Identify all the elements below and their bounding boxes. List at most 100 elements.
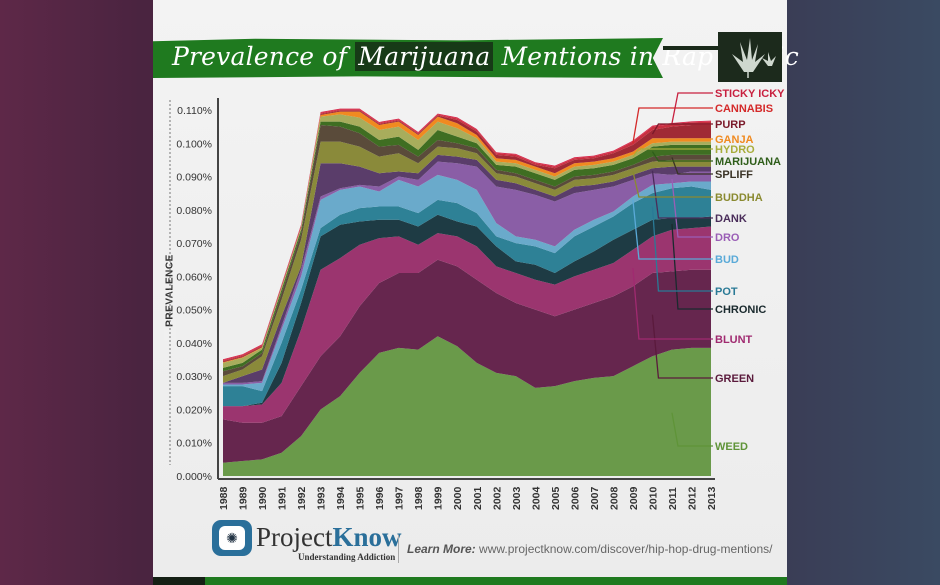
title-part: Prevalence of <box>172 42 356 71</box>
x-tick-label: 2006 <box>569 486 581 510</box>
area-green <box>223 259 711 463</box>
x-tick-label: 1993 <box>316 486 328 510</box>
legend-label-cannabis: CANNABIS <box>715 103 773 115</box>
legend-leader-line <box>651 206 713 292</box>
x-tick-label: 1988 <box>218 486 230 510</box>
legend-leader-line <box>651 123 713 135</box>
legend-label-dro: DRO <box>715 232 740 244</box>
y-tick-label: 0.070% <box>176 238 212 250</box>
x-tick-label: 2005 <box>550 486 562 510</box>
x-tick-label: 2003 <box>511 486 523 510</box>
x-tick-label: 1999 <box>433 486 445 510</box>
legend-leader-line <box>671 412 713 447</box>
y-tick-label: 0.020% <box>176 404 212 416</box>
x-tick-label: 1995 <box>355 486 367 510</box>
legend-label-purp: PURP <box>715 119 746 131</box>
y-tick-label: 0.040% <box>176 338 212 350</box>
y-tick-label: 0.090% <box>176 172 212 184</box>
legend-label-chronic: CHRONIC <box>715 304 766 316</box>
logo-badge: ✺ <box>212 520 252 556</box>
area-chronic <box>223 214 711 407</box>
y-tick-label: 0.060% <box>176 271 212 283</box>
legend-label-weed: WEED <box>715 441 748 453</box>
y-tick-label: 0.080% <box>176 205 212 217</box>
legend-label-hydro: HYDRO <box>715 144 755 156</box>
x-tick-label: 2004 <box>530 486 542 510</box>
logo-name: ProjectKnow <box>256 522 402 553</box>
x-tick-label: 1992 <box>296 486 308 510</box>
area-marijuana <box>223 121 711 372</box>
legend-leader-line <box>651 314 713 379</box>
footer-divider <box>398 535 399 563</box>
legend-label-buddha: BUDDHA <box>715 192 763 204</box>
legend-label-blunt: BLUNT <box>715 334 753 346</box>
learn-more-url[interactable]: www.projectknow.com/discover/hip-hop-dru… <box>479 542 773 556</box>
area-blunt <box>223 226 711 423</box>
y-tick-label: 0.110% <box>177 105 212 117</box>
banner-rule <box>663 46 723 50</box>
logo-tagline: Understanding Addiction <box>298 552 396 562</box>
y-tick-label: 0.030% <box>176 371 212 383</box>
legend-leader-line <box>671 92 713 124</box>
area-layers <box>223 108 711 476</box>
x-tick-label: 1989 <box>238 486 250 510</box>
x-tick-label: 2012 <box>686 486 698 510</box>
legend-label-bud: BUD <box>715 254 739 266</box>
brain-icon: ✺ <box>219 526 245 550</box>
area-purp <box>223 110 711 363</box>
legend-label-marijuana: MARIJUANA <box>715 156 781 168</box>
x-tick-label: 1996 <box>374 486 386 510</box>
legend-label-dank: DANK <box>715 213 747 225</box>
cannabis-leaf-icon <box>718 32 782 82</box>
legend-leader-line <box>632 171 713 198</box>
y-tick-label: 0.010% <box>176 438 212 450</box>
area-bud <box>223 174 711 392</box>
learn-more: Learn More: www.projectknow.com/discover… <box>407 542 773 556</box>
area-dro <box>223 161 711 385</box>
legend-leader-line <box>651 170 713 219</box>
legend-label-sticky-icky: STICKY ICKY <box>715 88 785 100</box>
projectknow-logo[interactable]: ✺ ProjectKnow Understanding Addiction <box>212 520 402 562</box>
legend-leader-line <box>632 148 713 157</box>
brand-part: Project <box>256 522 333 552</box>
legend-leader-line <box>671 223 713 310</box>
x-tick-label: 1994 <box>335 486 347 510</box>
legend-leader-line <box>671 178 713 238</box>
x-tick-label: 1997 <box>394 486 406 510</box>
brand-part: Know <box>332 522 402 552</box>
x-tick-label: 2002 <box>491 486 503 510</box>
area-pot <box>223 186 711 407</box>
x-tick-label: 2010 <box>647 486 659 510</box>
x-tick-label: 2013 <box>706 486 718 510</box>
x-tick-label: 2011 <box>667 487 679 510</box>
x-tick-label: 1998 <box>413 486 425 510</box>
y-tick-label: 0.000% <box>176 471 212 483</box>
area-buddha <box>223 141 711 383</box>
legend-label-green: GREEN <box>715 373 754 385</box>
area-weed <box>223 336 711 476</box>
legend-leader-line <box>671 157 713 175</box>
legend: WEED GREEN BLUNT CHRONIC POT BUD DRO DANK BUDDHA… <box>632 88 785 453</box>
x-tick-label: 1991 <box>277 486 289 510</box>
legend-leader-line <box>632 107 713 144</box>
x-tick-label: 2000 <box>452 486 464 510</box>
legend-label-spliff: SPLIFF <box>715 169 753 181</box>
x-tick-labels: 1988 1989 1990 1991 1992 1993 1994 1995 1996 1997… <box>218 486 718 510</box>
learn-more-label: Learn More: <box>407 542 476 556</box>
legend-leader-line <box>651 151 713 162</box>
x-tick-label: 1990 <box>257 486 269 510</box>
legend-leader-line <box>632 199 713 260</box>
y-tick-label: 0.050% <box>176 305 212 317</box>
footer-bar-dark <box>153 577 205 585</box>
legend-leader-line <box>671 138 713 141</box>
legend-leader-line <box>632 267 713 340</box>
y-tick-label: 0.100% <box>176 138 212 150</box>
title-highlight: Marijuana <box>355 42 494 71</box>
x-tick-label: 2009 <box>628 486 640 510</box>
x-tick-label: 2008 <box>608 486 620 510</box>
footer-bar <box>205 577 787 585</box>
x-tick-label: 2001 <box>472 486 484 510</box>
x-tick-label: 2007 <box>589 486 601 510</box>
legend-label-ganja: GANJA <box>715 134 754 146</box>
